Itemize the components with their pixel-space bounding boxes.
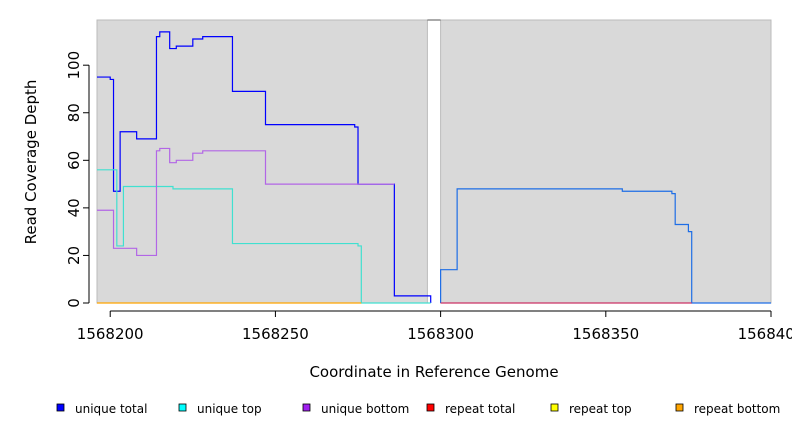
y-tick-label: 80 [65, 103, 83, 122]
legend-label: unique bottom [321, 402, 409, 416]
legend-swatch [675, 403, 684, 412]
legend-label: unique total [75, 402, 147, 416]
plot-panels [96, 19, 772, 304]
x-tick-label: 1568300 [407, 325, 474, 343]
x-tick-label: 1568250 [242, 325, 309, 343]
legend-swatch [56, 403, 65, 412]
x-tick-label: 1568200 [77, 325, 144, 343]
series-line-unique-bottom-3 [97, 147, 395, 257]
x-tick-label: 1568400 [738, 325, 792, 343]
legend-swatch [426, 403, 435, 412]
x-axis-title: Coordinate in Reference Genome [309, 363, 558, 381]
y-tick-label: 0 [65, 298, 83, 308]
legend-label: repeat top [569, 402, 632, 416]
y-axis-title: Read Coverage Depth [22, 80, 40, 245]
legend-label: unique top [197, 402, 262, 416]
y-tick-label: 20 [65, 246, 83, 265]
legend: unique total unique top unique bottom repea… [56, 402, 780, 416]
plot-panel-right [440, 19, 772, 304]
y-tick-label: 60 [65, 151, 83, 170]
series-line-unique-total-1 [440, 188, 771, 304]
axes: 0 20 40 60 80 100 1568200 1568250 1568300 1568350… [65, 51, 792, 343]
legend-swatch [550, 403, 559, 412]
legend-swatch [178, 403, 187, 412]
legend-label: repeat total [445, 402, 515, 416]
x-tick-label: 1568350 [572, 325, 639, 343]
legend-label: repeat bottom [694, 402, 780, 416]
legend-swatch [302, 403, 311, 412]
series-layer [97, 31, 771, 304]
y-tick-label: 100 [65, 51, 83, 80]
series-line-unique-total-0 [97, 31, 432, 303]
series-line-unique-top-2 [97, 169, 431, 304]
y-tick-label: 40 [65, 198, 83, 217]
plot-panel-left [96, 19, 428, 304]
